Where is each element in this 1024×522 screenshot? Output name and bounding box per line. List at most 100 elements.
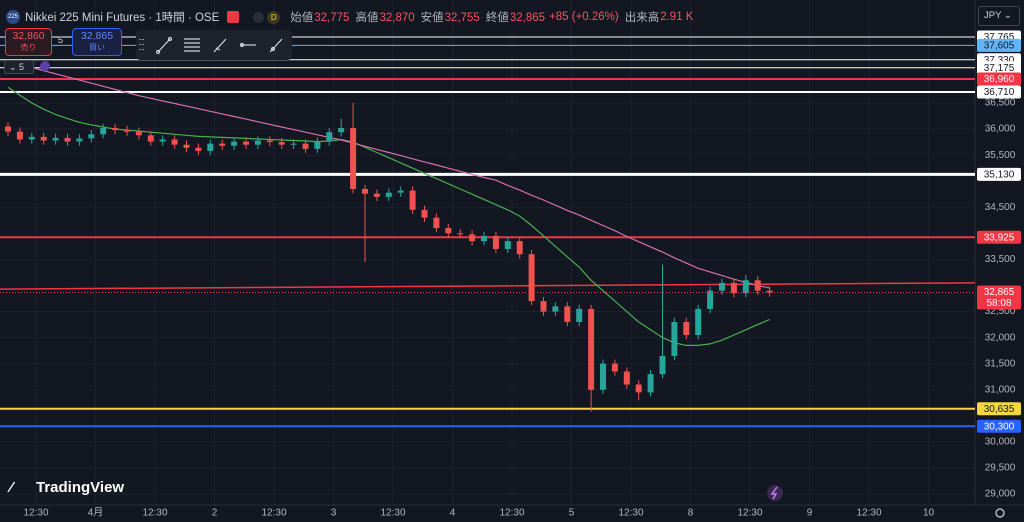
candle-body — [231, 141, 238, 146]
x-tick-label: 2 — [212, 508, 218, 519]
candle-body — [433, 217, 440, 229]
level-label: 37,330 — [984, 55, 1015, 66]
level-label: 36,710 — [984, 87, 1015, 98]
moving-average — [7, 86, 770, 346]
spread: 5 — [58, 35, 64, 45]
sell-price: 32,860 — [12, 30, 45, 42]
candle-body — [362, 189, 368, 194]
buy-button[interactable]: 32,865 買い — [72, 28, 122, 56]
level-label-bg — [977, 230, 1021, 244]
candle-body — [671, 321, 678, 356]
candle-body — [350, 128, 357, 190]
candle-body — [100, 128, 107, 135]
marks — [0, 36, 976, 428]
candle-body — [730, 282, 737, 294]
candle-body — [76, 138, 83, 142]
candle-body — [492, 235, 499, 249]
drag-handle[interactable] — [139, 39, 144, 50]
candle-body — [52, 137, 59, 141]
level-label-bg — [977, 85, 1021, 99]
candle-body — [135, 131, 142, 136]
grid — [0, 0, 975, 505]
ohlc-label: 終値 — [485, 12, 509, 24]
settings-icon[interactable] — [995, 508, 1005, 518]
sell-button[interactable]: 32,860 売り — [5, 28, 52, 56]
candle-body — [183, 144, 190, 148]
y-tick-label: 31,000 — [985, 384, 1016, 395]
change: +85 (+0.26%) — [549, 11, 619, 23]
candle-body — [647, 374, 654, 393]
currency-select[interactable]: JPY ⌄ — [978, 6, 1020, 26]
candle-body — [397, 190, 404, 193]
level-label: 30,635 — [984, 404, 1015, 415]
level-label-bg — [977, 402, 1021, 416]
candle-body — [659, 355, 666, 375]
candle-body — [385, 192, 392, 197]
ohlc-label: 始値 — [290, 12, 314, 24]
drawing-toolbar — [136, 30, 292, 60]
sell-label: 売り — [20, 43, 37, 52]
tool-brush[interactable] — [213, 38, 227, 53]
x-tick-label: 10 — [923, 508, 935, 519]
alert-icon[interactable] — [767, 485, 783, 501]
level-label: 36,960 — [984, 74, 1015, 85]
x-tick-label: 3 — [331, 508, 337, 519]
candle-body — [302, 143, 309, 149]
candle-body — [600, 363, 606, 390]
candle-body — [243, 141, 249, 145]
x-tick-label: 4 — [450, 508, 456, 519]
legend-toggle[interactable]: ⌄ 5 — [4, 60, 34, 74]
candle-body — [516, 241, 523, 255]
toolbar-icons — [139, 36, 283, 55]
candle-body — [171, 139, 178, 145]
candle-body — [5, 126, 11, 132]
candle-body — [754, 280, 761, 291]
y-tick-label: 36,500 — [985, 98, 1016, 109]
indicator-icon[interactable] — [40, 61, 50, 71]
y-tick-label: 34,500 — [985, 202, 1016, 213]
brand: TradingView — [36, 479, 124, 496]
candle-body — [683, 321, 690, 336]
candle-body — [290, 143, 297, 145]
candle-body — [195, 147, 202, 151]
symbol-logo: 225 — [6, 10, 20, 24]
candle-body — [124, 130, 130, 132]
candle-body — [338, 128, 345, 133]
currency: JPY — [984, 10, 1002, 21]
tool-fib[interactable] — [184, 38, 200, 52]
candle-body — [766, 290, 773, 293]
ohlc-value: 32,870 — [379, 12, 415, 24]
buy-label: 買い — [89, 43, 105, 52]
x-tick-label: 5 — [569, 508, 575, 519]
x-tick-label: 12:30 — [142, 508, 167, 519]
level-label: 30,300 — [984, 421, 1015, 432]
level-label-bg — [977, 61, 1021, 75]
x-tick-label: 12:30 — [737, 508, 762, 519]
candle-body — [623, 371, 630, 385]
candle-body — [159, 139, 166, 142]
ohlc-value: 32,775 — [314, 12, 350, 24]
tool-trendline[interactable] — [157, 38, 171, 53]
candle-body — [528, 254, 535, 302]
x-tick-label: 4月 — [88, 507, 104, 519]
tool-dot — [155, 49, 161, 55]
ohlc-label: 高値 — [355, 12, 379, 24]
candle-body — [742, 280, 749, 294]
x-tick-label: 12:30 — [618, 508, 643, 519]
candle-body — [219, 143, 226, 146]
legend-count: 5 — [19, 62, 25, 72]
level-label-bg — [977, 72, 1021, 86]
tool-dot — [167, 36, 173, 42]
flag-icon[interactable] — [227, 11, 240, 23]
brand-mark: ⁄ — [7, 479, 16, 496]
candle-body — [695, 308, 702, 336]
candle-body — [552, 306, 559, 312]
buy-price: 32,865 — [80, 30, 114, 42]
ohlc-value: 32,755 — [444, 12, 480, 24]
candle-body — [147, 135, 154, 142]
x-tick-label: 12:30 — [23, 508, 48, 519]
y-tick-label: 36,000 — [985, 124, 1016, 135]
candle-body — [314, 141, 321, 149]
x-tick-label: 9 — [807, 508, 813, 519]
